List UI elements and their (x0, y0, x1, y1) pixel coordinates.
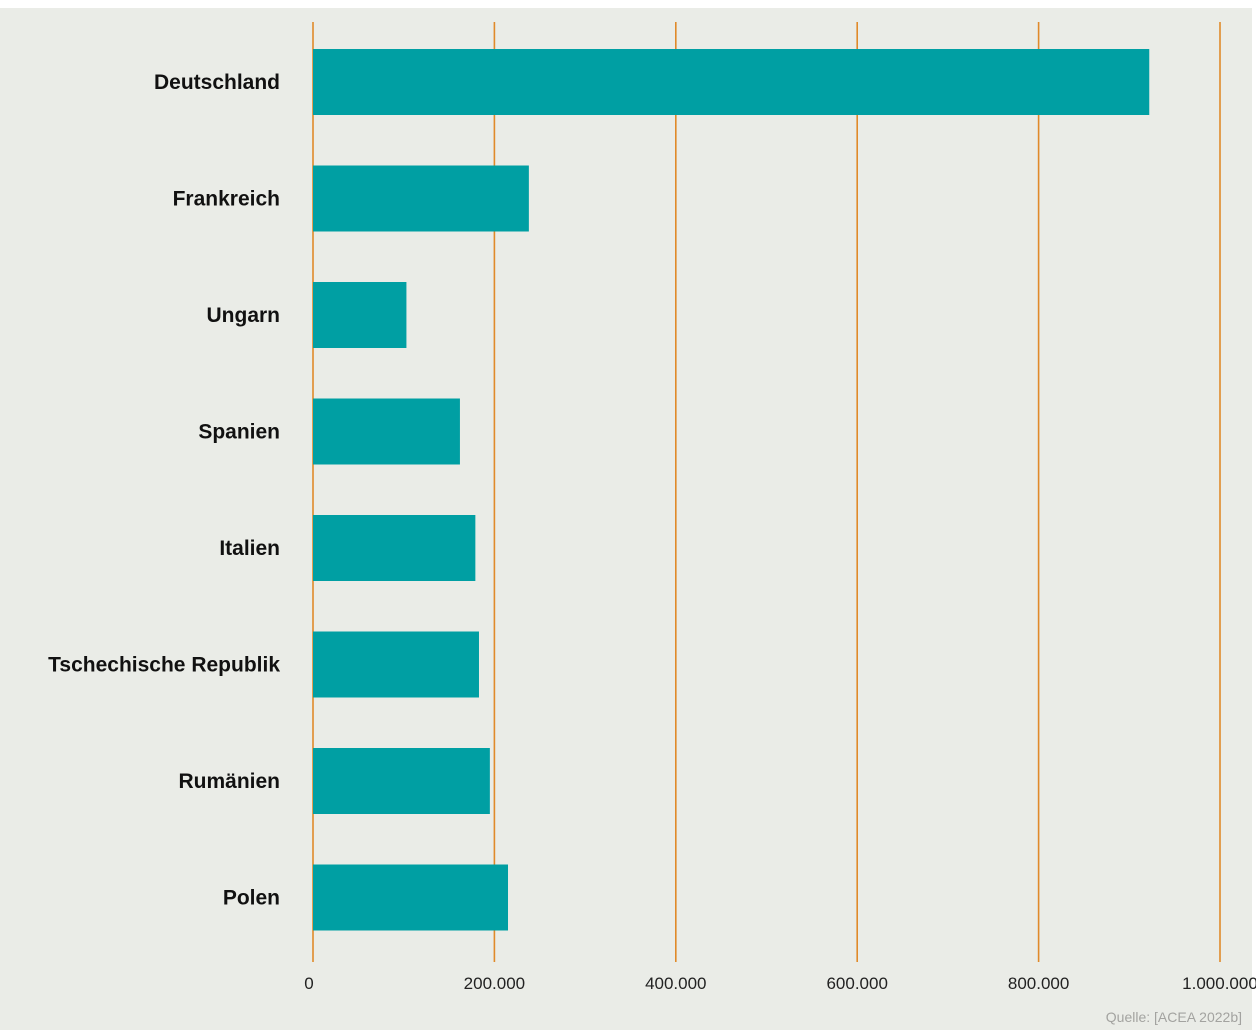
bar (313, 864, 509, 931)
category-labels: Deutschland Frankreich Ungarn Spanien Italie… (48, 71, 280, 910)
bar (313, 165, 529, 232)
gridlines (312, 22, 1221, 962)
category-label: Deutschland (154, 71, 280, 94)
x-tick-label: 800.000 (1008, 974, 1069, 993)
bar (313, 282, 407, 348)
bar (313, 398, 460, 465)
bar (313, 631, 479, 698)
category-label: Tschechische Republik (48, 654, 280, 677)
bar (313, 515, 476, 581)
bars (313, 49, 1150, 931)
category-label: Polen (223, 887, 280, 910)
bar (313, 748, 490, 814)
category-label: Rumänien (178, 770, 280, 793)
category-label: Spanien (198, 421, 280, 444)
category-label: Ungarn (207, 304, 281, 327)
x-axis-tick-labels: 0 200.000 400.000 600.000 800.000 1.000.000 (304, 974, 1256, 993)
x-tick-label: 600.000 (826, 974, 887, 993)
chart-background (0, 8, 1252, 1030)
category-label: Frankreich (173, 188, 280, 211)
x-tick-label: 200.000 (464, 974, 525, 993)
x-tick-label: 400.000 (645, 974, 706, 993)
category-label: Italien (219, 537, 280, 560)
bar (313, 49, 1150, 115)
x-tick-label: 1.000.000 (1182, 974, 1256, 993)
x-tick-label: 0 (304, 974, 313, 993)
source-note: Quelle: [ACEA 2022b] (1106, 1009, 1242, 1025)
